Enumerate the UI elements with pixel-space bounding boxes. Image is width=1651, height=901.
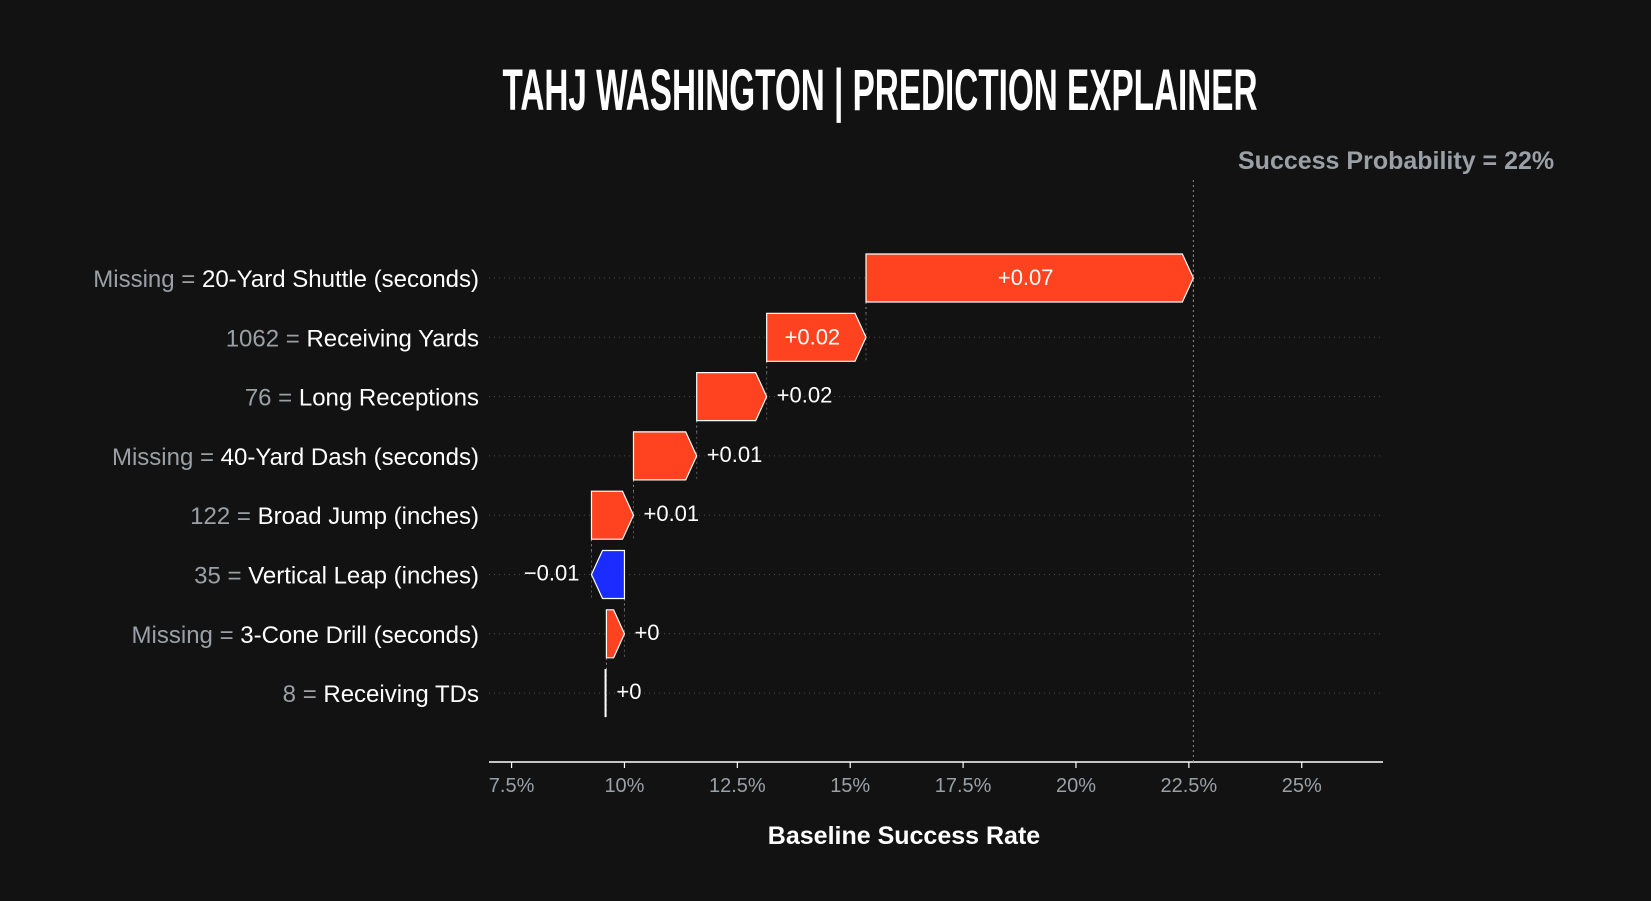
chart-title: TAHJ WASHINGTON | PREDICTION EXPLAINER (503, 58, 1258, 123)
contribution-bar (696, 372, 768, 422)
contribution-bar (865, 253, 1195, 303)
feature-label: 8 = Receiving TDs (283, 681, 479, 708)
feature-value: 76 = (245, 385, 299, 412)
contribution-label: +0.01 (707, 442, 763, 467)
feature-name: Long Receptions (299, 385, 479, 412)
feature-name: 3-Cone Drill (seconds) (240, 622, 479, 649)
feature-label: 1062 = Receiving Yards (226, 325, 479, 352)
feature-label: Missing = 20-Yard Shuttle (seconds) (93, 266, 479, 293)
gridlines (489, 277, 1383, 694)
contribution-bar (590, 490, 635, 540)
feature-label: 122 = Broad Jump (inches) (190, 503, 479, 530)
feature-value: 1062 = (226, 325, 307, 352)
feature-name: Broad Jump (inches) (258, 503, 479, 530)
contribution-label: +0.01 (643, 501, 699, 526)
contribution-label: +0.07 (998, 265, 1054, 290)
contribution-label: −0.01 (524, 561, 580, 586)
contribution-label: +0 (616, 679, 641, 704)
feature-name: Receiving TDs (323, 681, 479, 708)
feature-label: Missing = 3-Cone Drill (seconds) (132, 622, 479, 649)
x-tick-label: 10% (604, 775, 644, 797)
x-axis-label: Baseline Success Rate (768, 822, 1040, 850)
x-axis-ticks: 7.5% 10% 12.5% 15% 17.5% 20% 22.5% 25% (489, 762, 1322, 797)
x-tick-label: 12.5% (709, 775, 766, 797)
feature-name: Vertical Leap (inches) (248, 563, 479, 590)
feature-name: 40-Yard Dash (seconds) (221, 444, 479, 471)
x-tick-label: 20% (1056, 775, 1096, 797)
feature-label: 35 = Vertical Leap (inches) (194, 563, 479, 590)
feature-name: Receiving Yards (306, 325, 479, 352)
contribution-label: +0.02 (785, 324, 841, 349)
contribution-bar (632, 431, 698, 481)
feature-label: Missing = 40-Yard Dash (seconds) (112, 444, 479, 471)
success-probability-label: Success Probability = 22% (1238, 147, 1554, 175)
x-tick-label: 22.5% (1160, 775, 1217, 797)
x-tick-label: 25% (1282, 775, 1322, 797)
contribution-bar (590, 549, 626, 600)
feature-value: 122 = (190, 503, 257, 530)
contribution-label: +0 (634, 620, 659, 645)
feature-label: 76 = Long Receptions (245, 385, 479, 412)
feature-value: Missing = (132, 622, 241, 649)
x-tick-label: 17.5% (935, 775, 992, 797)
feature-value: Missing = (112, 444, 221, 471)
contribution-label: +0.02 (777, 383, 833, 408)
feature-value: Missing = (93, 266, 202, 293)
x-tick-label: 15% (830, 775, 870, 797)
feature-value: 35 = (194, 563, 248, 590)
contribution-bar (605, 609, 626, 659)
contribution-bar (766, 312, 867, 362)
feature-name: 20-Yard Shuttle (seconds) (202, 266, 479, 293)
x-tick-label: 7.5% (489, 775, 535, 797)
feature-labels: Missing = 20-Yard Shuttle (seconds) +0.07… (93, 265, 1053, 708)
feature-value: 8 = (283, 681, 324, 708)
contribution-bars (590, 253, 1195, 718)
